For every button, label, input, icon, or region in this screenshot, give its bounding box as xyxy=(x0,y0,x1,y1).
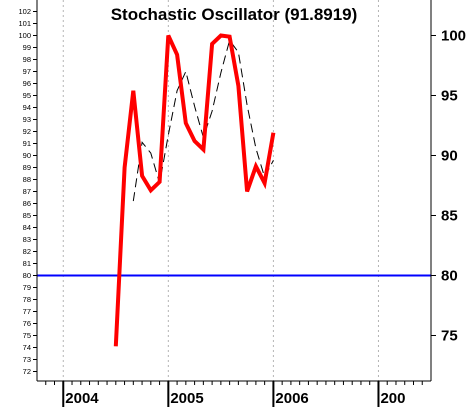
y-right-tick-label: 75 xyxy=(441,328,458,345)
y-left-tick-label: 102 xyxy=(18,7,31,16)
y-left-tick-label: 79 xyxy=(23,283,31,292)
y-left-tick-label: 75 xyxy=(23,331,31,340)
y-left-tick-label: 86 xyxy=(23,199,31,208)
y-left-tick-label: 97 xyxy=(23,67,31,76)
y-left-tick-label: 96 xyxy=(23,79,31,88)
y-left-tick-label: 83 xyxy=(23,235,31,244)
y-right-tick-label: 85 xyxy=(441,208,458,225)
y-left-tick-label: 87 xyxy=(23,187,31,196)
y-left-tick-label: 101 xyxy=(18,19,31,28)
y-left-tick-label: 73 xyxy=(23,355,31,364)
y-right-tick-label: 95 xyxy=(441,88,458,105)
y-left-tick-label: 80 xyxy=(23,271,31,280)
y-right-tick-label: 80 xyxy=(441,268,458,285)
chart-title: Stochastic Oscillator (91.8919) xyxy=(111,5,358,24)
y-left-tick-label: 94 xyxy=(23,103,31,112)
x-tick-label: 200 xyxy=(380,390,405,407)
grid-layer xyxy=(62,0,379,381)
y-left-tick-label: 88 xyxy=(23,175,31,184)
y-right-tick-label: 100 xyxy=(441,28,466,45)
y-left-tick-label: 72 xyxy=(23,367,31,376)
axis-layer: 2004 2005 2006 200 72 73 74 75 76 77 78 79 80 81 82 83 8… xyxy=(18,7,466,407)
x-tick-label: 2006 xyxy=(275,390,308,407)
y-left-tick-label: 93 xyxy=(23,115,31,124)
y-left-tick-label: 91 xyxy=(23,139,31,148)
y-left-tick-label: 95 xyxy=(23,91,31,100)
y-left-tick-label: 85 xyxy=(23,211,31,220)
y-left-tick-label: 74 xyxy=(23,343,31,352)
y-left-tick-label: 89 xyxy=(23,163,31,172)
y-left-tick-label: 90 xyxy=(23,151,31,160)
y-left-tick-label: 78 xyxy=(23,295,31,304)
series-layer xyxy=(113,33,276,347)
y-left-tick-label: 98 xyxy=(23,55,31,64)
series-line-solid xyxy=(113,33,276,347)
y-left-tick-label: 84 xyxy=(23,223,31,232)
x-tick-label: 2004 xyxy=(65,390,99,407)
y-left-tick-label: 99 xyxy=(23,43,31,52)
y-left-tick-label: 82 xyxy=(23,247,31,256)
frame-layer xyxy=(36,0,432,382)
y-left-tick-label: 81 xyxy=(23,259,31,268)
y-left-tick-label: 92 xyxy=(23,127,31,136)
y-left-tick-label: 100 xyxy=(18,31,31,40)
y-left-tick-label: 76 xyxy=(23,319,31,328)
y-right-tick-label: 90 xyxy=(441,148,458,165)
y-left-tick-label: 77 xyxy=(23,307,31,316)
x-tick-label: 2005 xyxy=(170,390,203,407)
